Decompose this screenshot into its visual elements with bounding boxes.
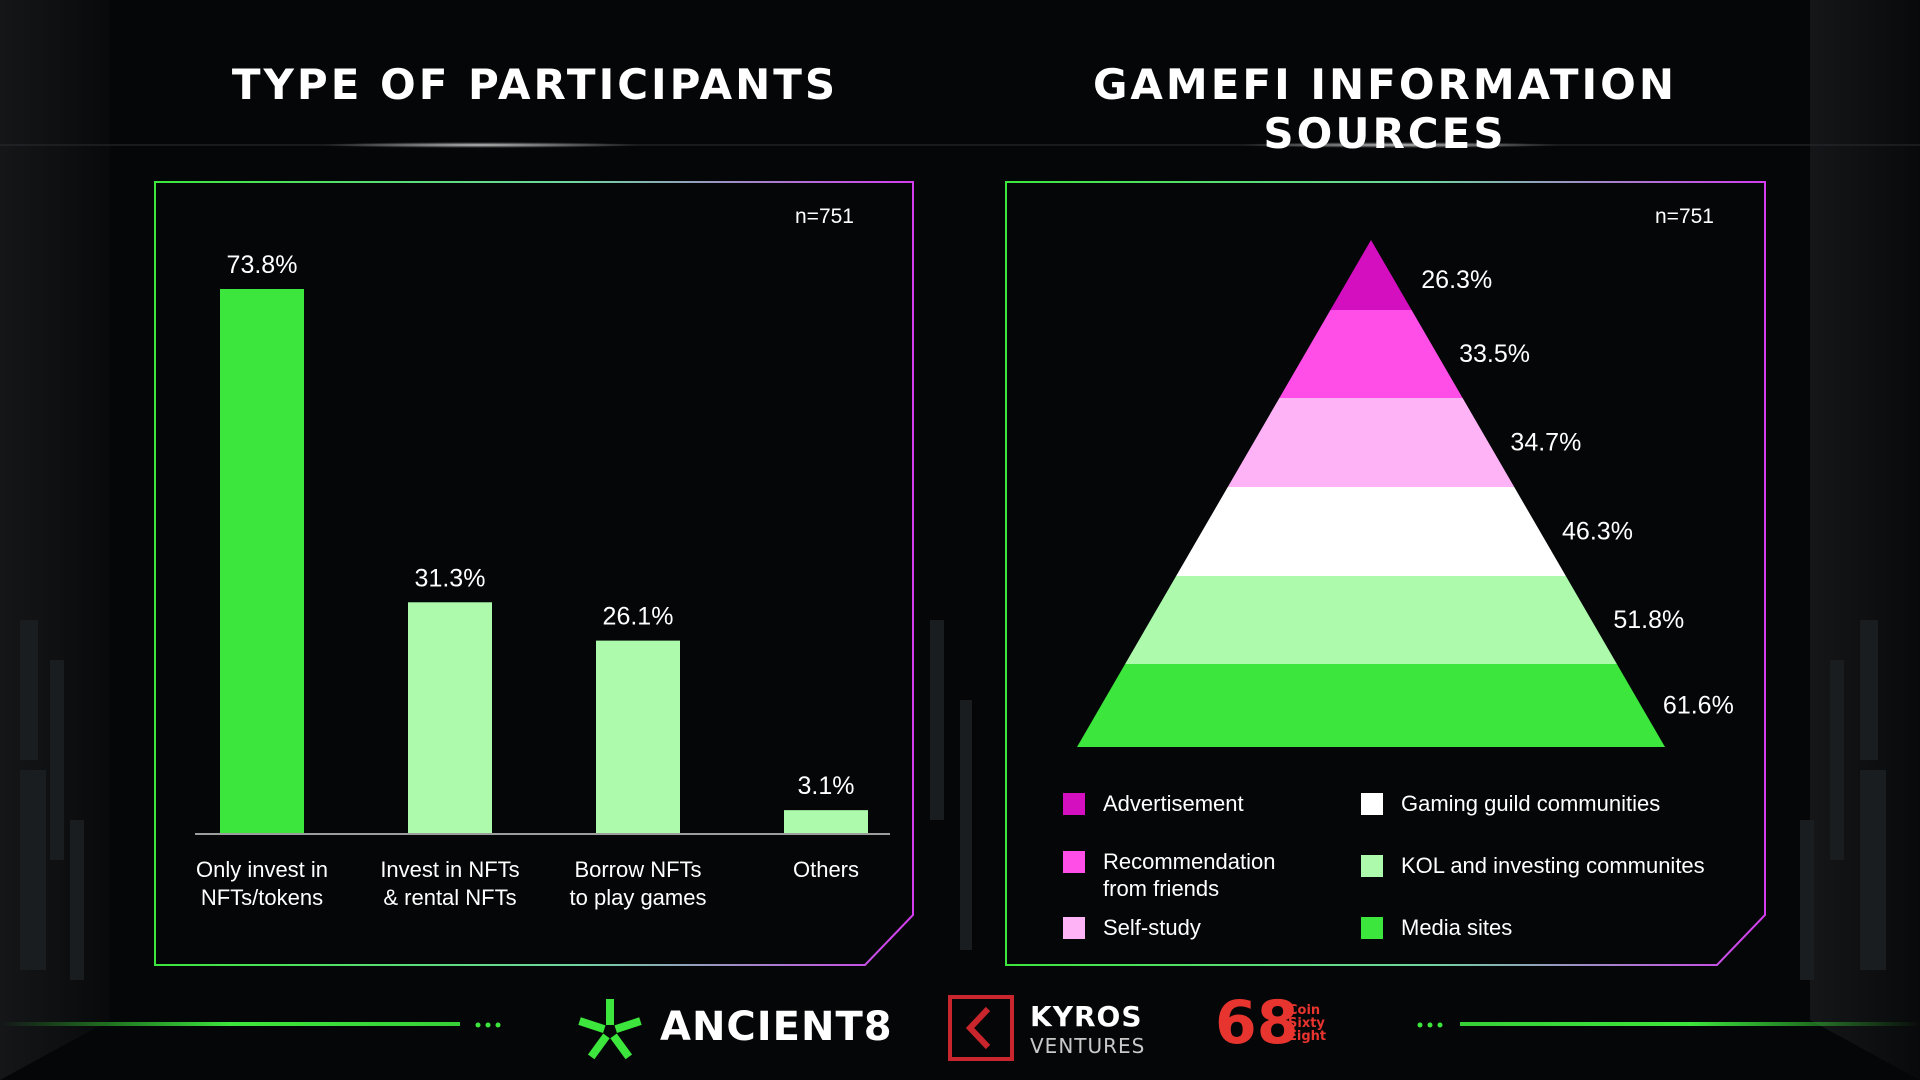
legend-label: Gaming guild communities bbox=[1401, 791, 1661, 816]
category-label: Only invest in bbox=[196, 857, 328, 882]
sample-size-left: n=751 bbox=[795, 205, 854, 228]
category-label: NFTs/tokens bbox=[201, 885, 323, 910]
legend-item: Self-study bbox=[1063, 914, 1201, 941]
legend-swatch bbox=[1063, 793, 1085, 815]
pyramid-value-label: 33.5% bbox=[1459, 340, 1530, 368]
ancient8-logo-text: ANCIENT8 bbox=[660, 1004, 893, 1050]
legend-label: Self-study bbox=[1103, 915, 1201, 940]
legend-label: Advertisement bbox=[1103, 791, 1244, 816]
chart-title-participants: TYPE OF PARTICIPANTS bbox=[231, 60, 839, 109]
pyramid-value-label: 46.3% bbox=[1562, 518, 1633, 546]
pyramid-segment bbox=[1125, 576, 1617, 664]
legend-swatch bbox=[1361, 793, 1383, 815]
pyramid-segment bbox=[1227, 398, 1515, 487]
bar-value-label: 73.8% bbox=[227, 251, 298, 279]
category-label: Invest in NFTs bbox=[380, 857, 519, 882]
bar bbox=[784, 810, 868, 833]
coin68-logo-subtext: Coin Sixty Eight bbox=[1288, 1003, 1327, 1044]
kyros-logo-subtext: VENTURES bbox=[1030, 1034, 1146, 1058]
sample-size-right: n=751 bbox=[1655, 205, 1714, 228]
pyramid-segment bbox=[1330, 240, 1412, 310]
legend-item: KOL and investing communites bbox=[1361, 852, 1705, 879]
bar-value-label: 3.1% bbox=[798, 772, 855, 800]
category-label: Others bbox=[793, 857, 859, 882]
legend-swatch bbox=[1063, 851, 1085, 873]
kyros-logo-text: KYROS bbox=[1030, 1000, 1143, 1033]
pyramid-segment bbox=[1279, 310, 1463, 398]
legend-label: Media sites bbox=[1401, 915, 1513, 940]
kyros-chevron-icon bbox=[948, 995, 1014, 1061]
pyramid-value-label: 26.3% bbox=[1421, 266, 1492, 294]
bar bbox=[220, 289, 304, 833]
legend-swatch bbox=[1063, 917, 1085, 939]
bar-value-label: 26.1% bbox=[603, 603, 674, 631]
ancient8-star-icon bbox=[578, 999, 642, 1060]
legend-item: Gaming guild communities bbox=[1361, 790, 1660, 817]
category-label: to play games bbox=[570, 885, 707, 910]
legend-label: KOL and investing communites bbox=[1401, 853, 1705, 878]
footer-logos: ANCIENT8 KYROS VENTURES 68 Coin Sixty Ei… bbox=[0, 988, 1920, 1080]
legend-swatch bbox=[1361, 855, 1383, 877]
bar bbox=[596, 640, 680, 833]
chart-title-info-sources: GAMEFI INFORMATION SOURCES bbox=[1092, 60, 1678, 158]
pyramid-value-label: 51.8% bbox=[1613, 606, 1684, 634]
category-label: & rental NFTs bbox=[383, 885, 516, 910]
pyramid-legend: Advertisement Recommendation from friends… bbox=[1063, 790, 1763, 950]
pyramid-segment bbox=[1077, 664, 1665, 747]
legend-swatch bbox=[1361, 917, 1383, 939]
pyramid-value-label: 34.7% bbox=[1510, 429, 1581, 457]
bar bbox=[408, 602, 492, 833]
category-label: Borrow NFTs bbox=[574, 857, 701, 882]
bar-value-label: 31.3% bbox=[415, 564, 486, 592]
pyramid-segment bbox=[1176, 487, 1566, 576]
legend-item: Media sites bbox=[1361, 914, 1512, 941]
coin68-logo-number: 68 bbox=[1215, 988, 1299, 1058]
pyramid-value-label: 61.6% bbox=[1663, 692, 1734, 720]
legend-item: Advertisement bbox=[1063, 790, 1244, 817]
legend-item: Recommendation from friends bbox=[1063, 848, 1275, 902]
legend-label: Recommendation from friends bbox=[1103, 849, 1276, 901]
